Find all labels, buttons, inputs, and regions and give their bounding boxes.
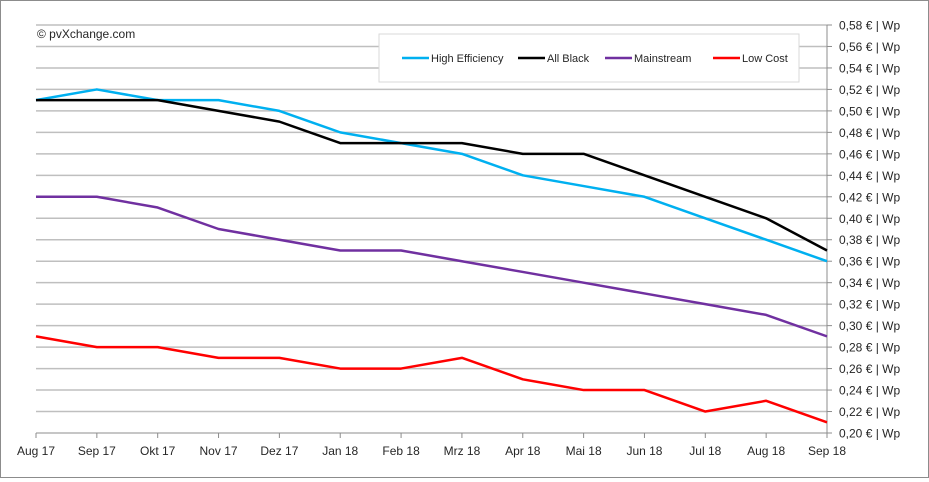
x-tick-label: Okt 17 bbox=[140, 444, 176, 458]
legend: High Efficiency All Black Mainstream Low Co… bbox=[379, 34, 799, 82]
y-tick-label: 0,38 € | Wp bbox=[839, 233, 900, 247]
legend-label: Low Cost bbox=[742, 53, 788, 65]
y-tick-label: 0,26 € | Wp bbox=[839, 362, 900, 376]
x-tick-label: Jun 18 bbox=[626, 444, 662, 458]
y-tick-label: 0,34 € | Wp bbox=[839, 276, 900, 290]
y-tick-label: 0,40 € | Wp bbox=[839, 212, 900, 226]
axes: 0,20 € | Wp 0,22 € | Wp 0,24 € | Wp 0,26 € … bbox=[17, 19, 900, 459]
y-tick-label: 0,52 € | Wp bbox=[839, 83, 900, 97]
y-tick-label: 0,28 € | Wp bbox=[839, 341, 900, 355]
y-tick-label: 0,36 € | Wp bbox=[839, 255, 900, 269]
y-tick-label: 0,22 € | Wp bbox=[839, 405, 900, 419]
y-tick-label: 0,44 € | Wp bbox=[839, 169, 900, 183]
x-tick-label: Mai 18 bbox=[566, 444, 602, 458]
x-tick-label: Apr 18 bbox=[505, 444, 541, 458]
x-tick-label: Aug 17 bbox=[17, 444, 55, 458]
x-tick-label: Dez 17 bbox=[260, 444, 298, 458]
y-tick-label: 0,58 € | Wp bbox=[839, 19, 900, 33]
copyright-label: © pvXchange.com bbox=[37, 27, 135, 41]
x-tick-label: Sep 17 bbox=[78, 444, 116, 458]
x-tick-label: Jan 18 bbox=[322, 444, 358, 458]
y-tick-label: 0,46 € | Wp bbox=[839, 147, 900, 161]
y-tick-label: 0,56 € | Wp bbox=[839, 40, 900, 54]
x-tick-label: Jul 18 bbox=[689, 444, 721, 458]
y-tick-label: 0,24 € | Wp bbox=[839, 384, 900, 398]
x-tick-label: Mrz 18 bbox=[444, 444, 481, 458]
x-tick-label: Nov 17 bbox=[200, 444, 238, 458]
legend-label: High Efficiency bbox=[431, 53, 504, 65]
y-tick-label: 0,30 € | Wp bbox=[839, 319, 900, 333]
y-tick-label: 0,48 € | Wp bbox=[839, 126, 900, 140]
series-lines bbox=[36, 89, 827, 422]
y-tick-label: 0,42 € | Wp bbox=[839, 190, 900, 204]
legend-label: Mainstream bbox=[634, 53, 691, 65]
x-tick-label: Aug 18 bbox=[747, 444, 785, 458]
x-tick-label: Feb 18 bbox=[382, 444, 420, 458]
y-tick-label: 0,54 € | Wp bbox=[839, 61, 900, 75]
y-tick-label: 0,50 € | Wp bbox=[839, 104, 900, 118]
x-tick-label: Sep 18 bbox=[808, 444, 846, 458]
y-tick-label: 0,20 € | Wp bbox=[839, 427, 900, 441]
legend-label: All Black bbox=[547, 53, 590, 65]
series-line-low-cost bbox=[36, 336, 827, 422]
y-tick-label: 0,32 € | Wp bbox=[839, 298, 900, 312]
